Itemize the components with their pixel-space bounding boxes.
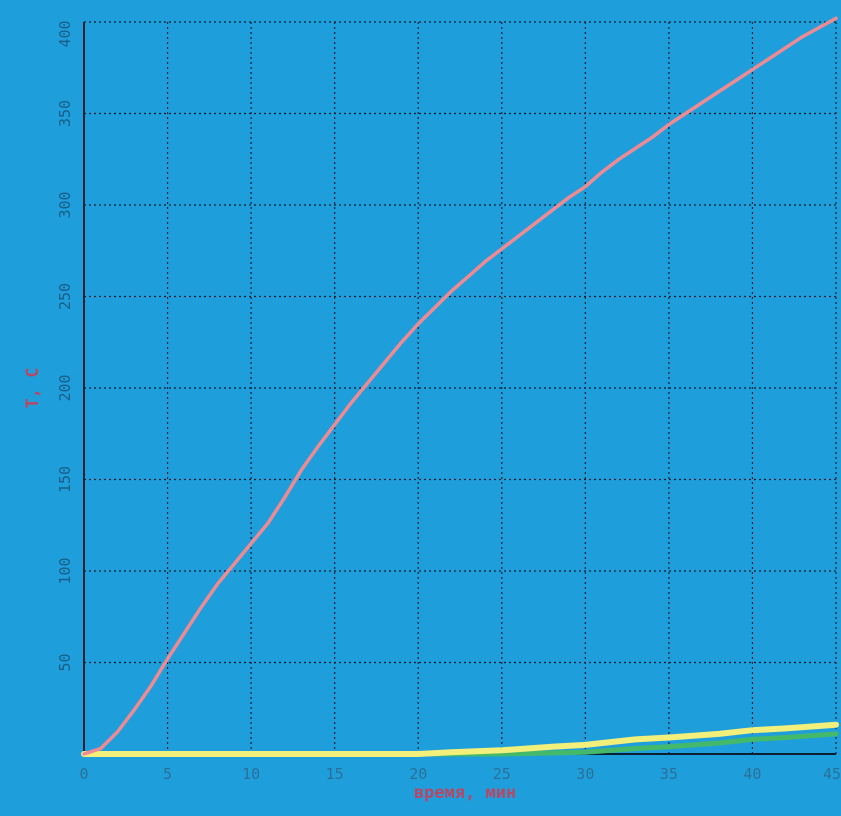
plot-area (84, 22, 841, 754)
y-tick-label: 150 (56, 466, 74, 493)
y-tick-label: 100 (56, 557, 74, 584)
y-tick-label: 200 (56, 374, 74, 401)
x-tick-label: 45 (823, 765, 841, 783)
y-tick-label: 250 (56, 283, 74, 310)
x-tick-label: 20 (409, 765, 427, 783)
y-tick-label: 300 (56, 191, 74, 218)
x-tick-label: 35 (660, 765, 678, 783)
tick-labels: 0 5 10 15 20 25 30 35 40 45 50 100 150 200 250 300 350 40… (56, 20, 841, 783)
series-line-2 (81, 721, 839, 757)
x-tick-label: 40 (743, 765, 761, 783)
x-tick-label: 10 (242, 765, 260, 783)
x-tick-label: 0 (79, 765, 88, 783)
series-line-1 (82, 16, 838, 756)
x-tick-label: 30 (576, 765, 594, 783)
y-axis-title: T, C (23, 368, 43, 409)
grid (84, 21, 837, 754)
x-axis-title: время, мин (414, 783, 516, 803)
y-tick-label: 50 (56, 653, 74, 671)
y-tick-label: 350 (56, 100, 74, 127)
y-tick-label: 400 (56, 20, 74, 47)
x-tick-label: 25 (493, 765, 511, 783)
x-tick-label: 15 (326, 765, 344, 783)
series-layer (81, 16, 839, 757)
x-tick-label: 5 (163, 765, 172, 783)
